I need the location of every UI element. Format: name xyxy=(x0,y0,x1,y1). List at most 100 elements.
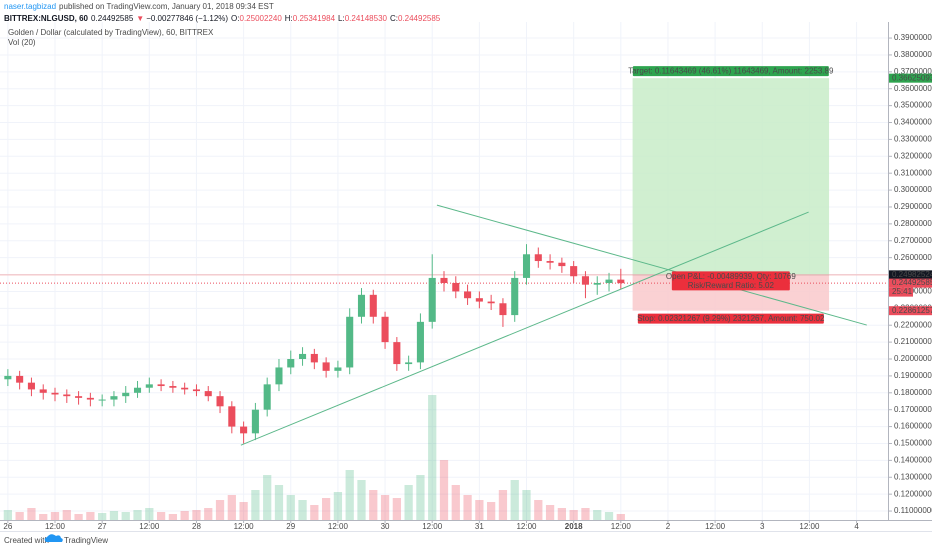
volume-bar xyxy=(604,512,614,520)
candle-body xyxy=(487,301,495,304)
candle-body xyxy=(452,282,460,292)
candle-body xyxy=(251,409,259,434)
x-tick-label: 2018 xyxy=(565,522,583,531)
x-tick-label: 12:00 xyxy=(516,522,537,531)
volume-bar xyxy=(27,508,36,520)
x-tick-label: 29 xyxy=(286,522,295,531)
volume-bar xyxy=(15,512,24,520)
l-value: 0.24148530 xyxy=(345,14,388,23)
candle-body xyxy=(310,353,318,363)
countdown-box xyxy=(889,287,913,297)
candle-body xyxy=(381,316,389,343)
o-label: O: xyxy=(231,14,239,23)
candle-body xyxy=(110,396,118,400)
author[interactable]: naser.tagbizad xyxy=(4,2,56,11)
price-axis-bg xyxy=(888,0,932,520)
volume-bar xyxy=(404,485,413,520)
candle-body xyxy=(546,261,554,263)
c-value: 0.24492585 xyxy=(398,14,441,23)
candle-body xyxy=(416,321,424,363)
volume-bar xyxy=(204,508,213,520)
volume-bar xyxy=(510,480,519,520)
symbol: BITTREX:NLGUSD, 60 xyxy=(4,14,89,23)
price-label-box xyxy=(889,73,932,83)
ratio-label: Risk/Reward Ratio: 5.02 xyxy=(688,281,775,290)
candle-body xyxy=(133,387,142,393)
volume-bar xyxy=(487,502,496,520)
price-label: 0.24492585 xyxy=(892,278,932,287)
volume-bar xyxy=(416,475,425,520)
footer-bar xyxy=(0,531,932,532)
candle-body xyxy=(464,291,472,299)
y-tick-label: 0.39000000 xyxy=(894,33,932,42)
published: published on TradingView.com, January 01… xyxy=(59,2,274,11)
candle-body xyxy=(393,342,401,365)
volume-bar xyxy=(310,505,319,520)
candle-body xyxy=(581,276,589,285)
candle-body xyxy=(122,392,130,397)
candle-body xyxy=(228,406,236,427)
volume-bar xyxy=(98,513,107,520)
candle-body xyxy=(593,282,601,285)
volume-bar xyxy=(593,510,602,520)
last: 0.24492585 xyxy=(91,14,134,23)
candle-body xyxy=(369,294,377,317)
volume-bar xyxy=(534,500,543,520)
volume-bar xyxy=(3,510,12,520)
volume-bar xyxy=(439,460,449,520)
volume-bar xyxy=(557,508,567,520)
candle-body xyxy=(86,397,94,400)
volume-bar xyxy=(168,514,178,520)
volume-bar xyxy=(74,514,83,520)
target-label-box xyxy=(632,66,829,77)
candle-body xyxy=(216,396,224,407)
volume-bar xyxy=(215,500,225,520)
candle-body xyxy=(299,353,307,360)
candle-body xyxy=(357,294,366,317)
candle-body xyxy=(534,254,542,262)
candle-body xyxy=(204,391,212,397)
pnl-label-box xyxy=(671,271,790,291)
volume-bar xyxy=(145,508,154,520)
target-label: Target: 0.11643469 (46.61%) 11643469, Am… xyxy=(628,66,834,75)
x-tick-label: 30 xyxy=(381,522,390,531)
change: −0.00277846 (−1.12%) xyxy=(146,14,228,23)
candle-body xyxy=(428,277,436,322)
candle-body xyxy=(145,384,153,388)
header-line: naser.tagbizad published on TradingView.c… xyxy=(4,2,274,11)
footer-brand[interactable]: TradingView xyxy=(64,536,108,545)
x-tick-label: 26 xyxy=(3,522,12,531)
candle-body xyxy=(63,394,71,397)
candle-body xyxy=(157,384,165,387)
volume-bar xyxy=(345,470,354,520)
x-tick-label: 3 xyxy=(760,522,765,531)
x-tick-label: 2 xyxy=(666,522,671,531)
price-label: 0.24982524 xyxy=(892,270,932,279)
volume-bar xyxy=(451,485,460,520)
candle-body xyxy=(169,386,177,388)
target-zone xyxy=(632,78,830,275)
volume-label: Vol (20) xyxy=(8,38,36,47)
volume-bar xyxy=(86,512,95,520)
volume-bar xyxy=(251,490,260,520)
price-label-box xyxy=(889,306,932,316)
volume-bar xyxy=(357,480,366,520)
candle-body xyxy=(499,303,507,316)
o-value: 0.25002240 xyxy=(240,14,283,23)
candle-body xyxy=(440,277,448,283)
stop-label: Stop: 0.02321267 (9.29%) 2321267, Amount… xyxy=(637,314,825,323)
volume-bar xyxy=(286,495,295,520)
candle-body xyxy=(263,384,271,410)
volume-bar xyxy=(321,498,331,520)
price-label: 0.36625093 xyxy=(892,73,932,82)
c-label: C: xyxy=(390,14,398,23)
